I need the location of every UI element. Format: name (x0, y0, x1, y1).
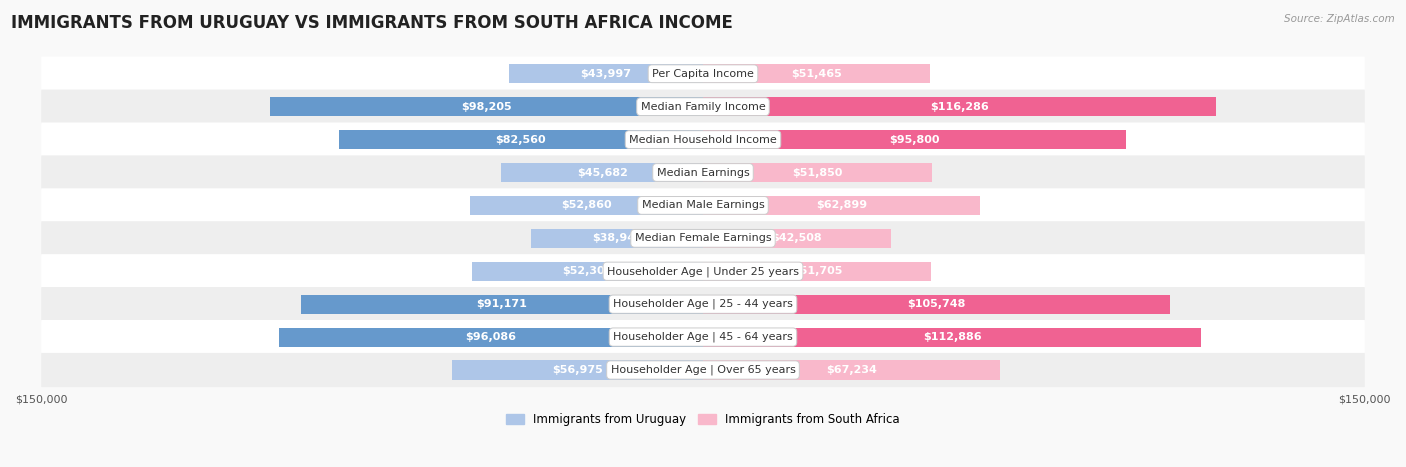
Bar (472, 262, 703, 281)
Text: $112,886: $112,886 (922, 332, 981, 342)
Text: $62,899: $62,899 (815, 200, 868, 211)
FancyBboxPatch shape (41, 287, 1365, 321)
Bar (301, 295, 703, 314)
Text: Householder Age | Over 65 years: Householder Age | Over 65 years (610, 365, 796, 375)
Legend: Immigrants from Uruguay, Immigrants from South Africa: Immigrants from Uruguay, Immigrants from… (506, 413, 900, 426)
Text: $56,975: $56,975 (553, 365, 603, 375)
Text: $96,086: $96,086 (465, 332, 516, 342)
FancyBboxPatch shape (41, 353, 1365, 387)
Text: $38,945: $38,945 (592, 234, 643, 243)
Text: Median Family Income: Median Family Income (641, 102, 765, 112)
Text: Per Capita Income: Per Capita Income (652, 69, 754, 79)
Text: $51,465: $51,465 (792, 69, 842, 79)
Text: Median Female Earnings: Median Female Earnings (634, 234, 772, 243)
Text: $51,850: $51,850 (792, 168, 842, 177)
Bar (703, 229, 890, 248)
Text: Source: ZipAtlas.com: Source: ZipAtlas.com (1284, 14, 1395, 24)
Bar (703, 97, 1216, 116)
Bar (509, 64, 703, 83)
Text: IMMIGRANTS FROM URUGUAY VS IMMIGRANTS FROM SOUTH AFRICA INCOME: IMMIGRANTS FROM URUGUAY VS IMMIGRANTS FR… (11, 14, 733, 32)
Text: Median Male Earnings: Median Male Earnings (641, 200, 765, 211)
Bar (470, 196, 703, 215)
Text: $95,800: $95,800 (889, 134, 939, 145)
Text: $105,748: $105,748 (907, 299, 966, 309)
Bar (339, 130, 703, 149)
Text: $42,508: $42,508 (772, 234, 823, 243)
Text: $52,860: $52,860 (561, 200, 612, 211)
Text: $98,205: $98,205 (461, 102, 512, 112)
Text: Householder Age | 45 - 64 years: Householder Age | 45 - 64 years (613, 332, 793, 342)
Text: $45,682: $45,682 (576, 168, 627, 177)
Bar (280, 327, 703, 347)
Bar (451, 361, 703, 380)
FancyBboxPatch shape (41, 57, 1365, 91)
Text: Median Household Income: Median Household Income (628, 134, 778, 145)
FancyBboxPatch shape (41, 320, 1365, 354)
Text: Householder Age | 25 - 44 years: Householder Age | 25 - 44 years (613, 299, 793, 310)
Text: $82,560: $82,560 (495, 134, 546, 145)
Text: $43,997: $43,997 (581, 69, 631, 79)
Text: $116,286: $116,286 (931, 102, 988, 112)
Text: $51,705: $51,705 (792, 266, 842, 276)
Bar (703, 130, 1126, 149)
Bar (703, 64, 929, 83)
FancyBboxPatch shape (41, 90, 1365, 124)
Text: $52,302: $52,302 (562, 266, 613, 276)
Bar (703, 196, 980, 215)
FancyBboxPatch shape (41, 221, 1365, 255)
FancyBboxPatch shape (41, 188, 1365, 223)
Bar (703, 262, 931, 281)
FancyBboxPatch shape (41, 254, 1365, 289)
Text: Householder Age | Under 25 years: Householder Age | Under 25 years (607, 266, 799, 276)
Bar (270, 97, 703, 116)
Bar (703, 327, 1201, 347)
FancyBboxPatch shape (41, 122, 1365, 157)
Bar (703, 295, 1170, 314)
Text: $67,234: $67,234 (825, 365, 877, 375)
Bar (703, 361, 1000, 380)
Text: Median Earnings: Median Earnings (657, 168, 749, 177)
Bar (502, 163, 703, 182)
Bar (703, 163, 932, 182)
Text: $91,171: $91,171 (477, 299, 527, 309)
Bar (531, 229, 703, 248)
FancyBboxPatch shape (41, 156, 1365, 190)
